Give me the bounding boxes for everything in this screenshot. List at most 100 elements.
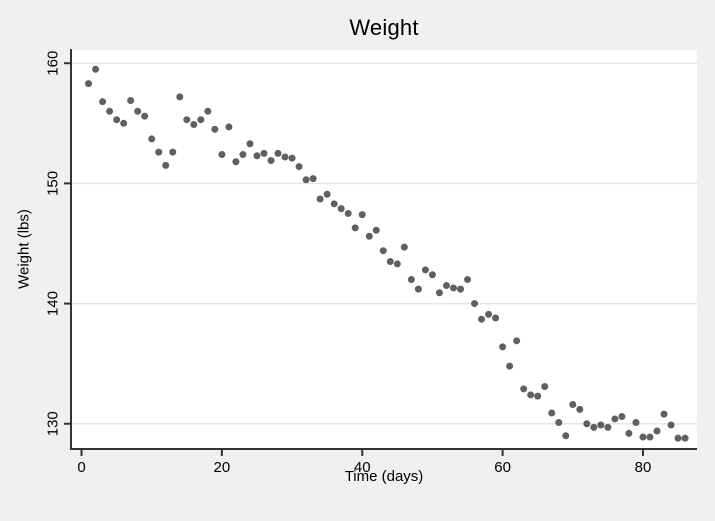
data-point (386, 258, 394, 266)
data-point (604, 423, 612, 431)
data-point (211, 125, 219, 133)
data-point (323, 190, 331, 198)
data-point (527, 391, 535, 399)
data-point (435, 289, 443, 297)
x-tick-label: 0 (77, 459, 85, 476)
data-point (162, 161, 170, 169)
data-point (246, 140, 254, 148)
data-point (295, 163, 303, 171)
data-point (541, 383, 549, 391)
x-tick-label: 40 (354, 459, 371, 476)
data-point (239, 151, 247, 159)
x-axis-label: Time (days) (344, 468, 424, 485)
data-point (85, 80, 93, 88)
data-point (421, 266, 429, 274)
data-point (393, 260, 401, 268)
data-point (499, 343, 507, 351)
data-point (590, 423, 598, 431)
data-point (407, 276, 415, 284)
x-tick-label: 80 (635, 459, 652, 476)
data-point (681, 434, 689, 442)
data-point (506, 362, 514, 370)
data-point (569, 401, 577, 409)
data-point (197, 116, 205, 124)
data-point (148, 135, 156, 143)
data-point (562, 432, 570, 440)
data-point (449, 284, 457, 292)
data-point (337, 205, 345, 213)
data-point (365, 232, 373, 240)
data-point (351, 224, 359, 232)
data-point (674, 434, 682, 442)
data-point (534, 392, 542, 400)
data-point (169, 148, 177, 156)
data-point (267, 157, 275, 165)
data-point (611, 415, 619, 423)
data-point (274, 149, 282, 157)
data-point (400, 243, 408, 251)
data-point (471, 300, 479, 308)
data-point (134, 107, 142, 115)
data-point (253, 152, 261, 160)
data-point (485, 310, 493, 318)
x-tick-label: 20 (214, 459, 231, 476)
data-point (288, 154, 296, 162)
data-point (281, 153, 289, 161)
data-point (492, 314, 500, 322)
data-point (379, 247, 387, 255)
data-point (358, 211, 366, 219)
data-point (428, 271, 436, 279)
y-axis-label: Weight (lbs) (15, 209, 33, 289)
data-point (632, 419, 640, 427)
data-point (99, 98, 107, 106)
data-point (653, 427, 661, 435)
data-point (141, 112, 149, 120)
chart-title: Weight (349, 15, 419, 40)
y-tick-label: 140 (45, 291, 62, 316)
data-point (478, 315, 486, 323)
data-point (555, 419, 563, 427)
data-point (639, 433, 647, 441)
data-point (155, 148, 163, 156)
data-point (113, 116, 121, 124)
data-point (464, 276, 472, 284)
data-point (583, 420, 591, 428)
data-point (204, 107, 212, 115)
x-tick-label: 60 (494, 459, 511, 476)
data-point (414, 285, 422, 293)
data-point (225, 123, 233, 131)
y-tick-label: 130 (45, 411, 62, 436)
data-point (456, 285, 464, 293)
data-point (442, 282, 450, 290)
data-point (218, 151, 226, 159)
data-point (646, 433, 654, 441)
data-point (520, 385, 528, 393)
data-point (660, 410, 668, 418)
data-point (330, 200, 338, 208)
data-point (667, 421, 675, 429)
data-point (127, 96, 135, 104)
data-point (232, 158, 240, 166)
data-point (176, 93, 184, 101)
data-point (92, 65, 100, 73)
data-point (183, 116, 191, 124)
y-tick-label: 160 (45, 51, 62, 76)
data-point (625, 429, 633, 437)
data-point (513, 337, 521, 345)
data-point (576, 405, 584, 413)
data-point (548, 409, 556, 417)
data-point (190, 121, 198, 129)
data-point (302, 176, 310, 184)
data-point (372, 226, 380, 234)
data-point (618, 413, 626, 421)
data-point (120, 119, 128, 127)
data-point (344, 209, 352, 217)
data-point (316, 195, 324, 203)
data-point (309, 175, 317, 183)
data-point (106, 107, 114, 115)
data-point (597, 421, 605, 429)
data-point (260, 149, 268, 157)
y-tick-label: 150 (45, 171, 62, 196)
